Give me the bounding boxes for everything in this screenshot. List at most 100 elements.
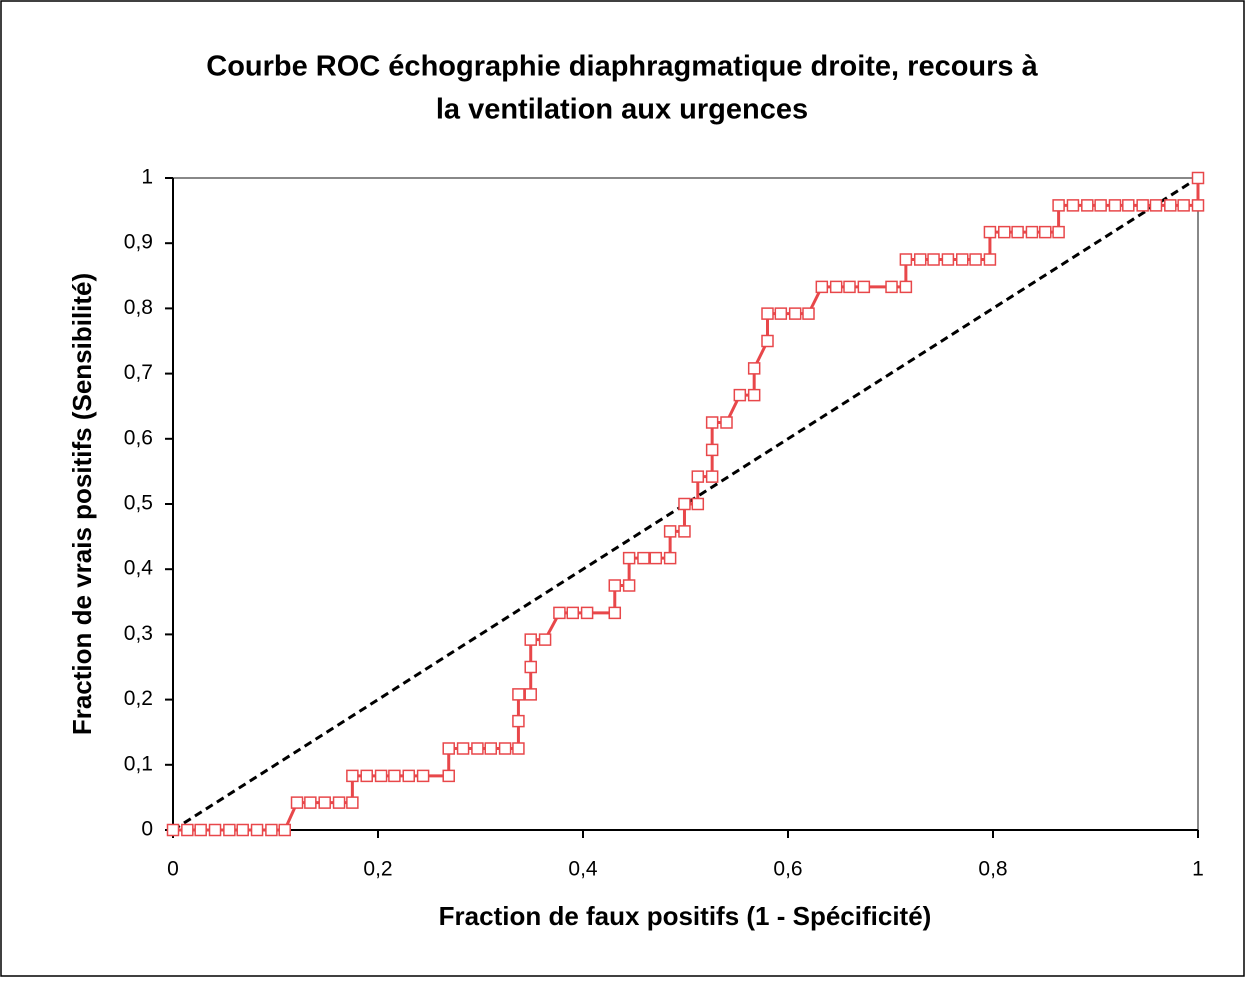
point-marker [374,769,388,783]
point-marker [1164,199,1177,212]
point-marker [761,307,774,320]
point-marker [290,796,304,809]
point-marker [250,823,264,837]
point-marker [733,388,747,402]
point-marker [649,551,663,565]
y-tick-label: 0,1 [124,752,153,775]
point-marker [747,362,761,375]
point-marker [538,633,552,646]
x-tick-label: 0,8 [978,858,1007,881]
x-tick-label: 0 [167,858,179,881]
point-marker [512,688,525,701]
point-marker [442,742,455,755]
point-marker [194,823,207,837]
point-marker [442,769,455,783]
chart-title: Courbe ROC échographie diaphragmatique d… [206,51,1038,83]
point-marker [456,742,470,755]
point-marker [1191,199,1205,212]
point-marker [332,796,346,809]
point-marker [1025,225,1039,239]
point-marker [691,497,705,511]
point-marker [829,280,843,294]
point-marker [802,307,815,320]
point-marker [416,769,430,783]
point-marker [223,823,236,837]
point-marker [1177,199,1190,212]
point-marker [402,769,415,783]
point-marker [705,416,719,429]
point-marker [941,253,955,266]
point-marker [1108,199,1122,212]
point-marker [927,253,940,266]
y-tick-label: 0,6 [124,426,153,449]
point-marker [815,280,829,294]
point-marker [705,443,719,457]
point-marker [969,253,982,266]
point-marker [761,334,774,348]
point-marker [360,769,373,783]
point-marker [388,769,401,783]
point-marker [524,688,537,701]
point-marker [524,633,537,646]
point-marker [899,253,913,266]
point-marker [637,551,650,565]
point-marker [983,225,997,239]
point-marker [885,280,898,294]
point-marker [622,579,636,592]
point-marker [1052,225,1065,239]
point-marker [566,606,579,620]
point-marker [265,823,278,837]
point-marker [691,470,705,483]
point-marker [1011,225,1024,239]
point-marker [1094,199,1107,212]
x-tick-label: 0,6 [773,858,802,881]
point-marker [181,823,194,837]
point-marker [788,307,802,320]
point-marker [622,551,636,565]
point-marker [843,280,856,294]
x-tick-label: 0,2 [363,858,392,881]
point-marker [956,253,969,266]
y-tick-label: 0,3 [124,622,153,645]
point-marker [524,660,537,674]
point-marker [1136,199,1149,212]
point-marker [346,796,359,809]
point-marker [720,416,733,429]
point-marker [484,742,497,755]
point-marker [278,823,291,837]
point-marker [512,742,525,755]
point-marker [899,280,913,294]
x-tick-label: 0,4 [568,858,598,881]
point-marker [705,470,719,483]
point-marker [1149,199,1163,212]
point-marker [346,769,359,783]
point-marker [857,280,871,294]
y-tick-label: 0,2 [124,687,153,710]
point-marker [1122,199,1135,212]
reference-line [172,176,1199,832]
y-tick-label: 0,7 [124,361,153,384]
point-marker [747,388,761,402]
point-marker [1052,199,1065,212]
point-marker [913,253,927,266]
point-marker [983,253,997,266]
y-tick-label: 0,4 [124,557,154,580]
point-marker [1066,199,1080,212]
point-marker [166,823,180,837]
point-marker [678,525,691,538]
x-axis-label: Fraction de faux positifs (1 - Spécifici… [439,901,932,931]
point-marker [512,714,525,728]
point-marker [663,551,677,565]
point-marker [663,525,677,538]
point-marker [553,606,566,620]
y-tick-label: 0,9 [124,231,153,254]
point-marker [304,796,317,809]
point-marker [608,606,622,620]
chart-title: la ventilation aux urgences [436,94,808,126]
point-marker [1039,225,1052,239]
y-tick-label: 0,8 [124,296,153,319]
point-marker [318,796,331,809]
point-marker [580,606,594,620]
